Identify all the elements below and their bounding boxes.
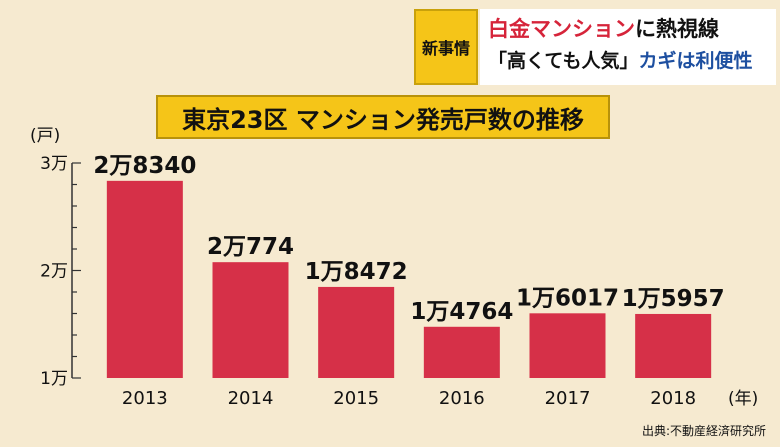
- y-tick-label: 2万: [40, 262, 68, 282]
- bar: [635, 313, 712, 378]
- headline-accent: 白金マンション: [488, 17, 635, 41]
- bar: [318, 286, 395, 378]
- chart-title: 東京23区 マンション発売戸数の推移: [156, 95, 610, 139]
- bar: [529, 313, 606, 378]
- y-tick-label: 1万: [40, 369, 68, 389]
- news-tag: 新事情: [414, 9, 478, 85]
- x-category-label: 2015: [333, 388, 379, 409]
- bar-value-label: 2万774: [207, 234, 294, 260]
- bar-value-label: 1万5957: [622, 286, 725, 312]
- bar-value-label: 2万8340: [93, 153, 196, 179]
- bar: [212, 262, 289, 378]
- headline-line-2: 「高くても人気」カギは利便性: [488, 45, 768, 77]
- headline-rest: に熱視線: [635, 17, 719, 41]
- bar-value-label: 1万6017: [516, 285, 619, 311]
- y-axis-unit: (戸): [30, 126, 60, 146]
- headline-box: 白金マンションに熱視線 「高くても人気」カギは利便性: [480, 9, 776, 85]
- bar-value-label: 1万8472: [305, 259, 408, 285]
- bar-value-label: 1万4764: [410, 299, 513, 325]
- source-note: 出典:不動産経済研究所: [641, 424, 766, 438]
- subheadline-quote: 「高くても人気」: [488, 50, 639, 72]
- bar: [106, 180, 183, 378]
- y-tick-label: 3万: [40, 154, 68, 174]
- x-category-label: 2013: [122, 388, 168, 409]
- x-category-label: 2016: [439, 388, 485, 409]
- bar: [423, 326, 500, 378]
- x-axis-unit: (年): [728, 389, 758, 409]
- x-category-label: 2014: [228, 388, 274, 409]
- subheadline-rest: カギは利便性: [638, 50, 753, 72]
- headline-line-1: 白金マンションに熱視線: [488, 13, 768, 45]
- x-category-label: 2018: [650, 388, 696, 409]
- x-category-label: 2017: [545, 388, 591, 409]
